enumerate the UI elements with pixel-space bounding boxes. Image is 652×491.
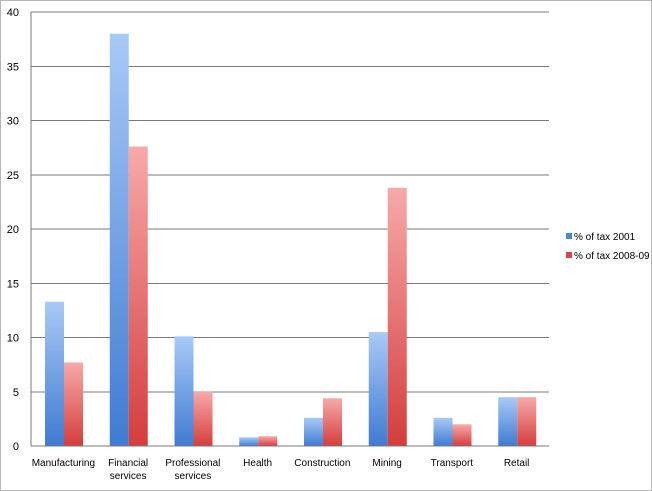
x-tick-label: Retail (504, 458, 530, 469)
bar-2008-09 (387, 187, 407, 446)
legend-label: % of tax 2001 (574, 232, 636, 243)
bar-2008-09 (323, 398, 342, 446)
bar-2001 (174, 336, 194, 446)
y-tick-label: 20 (7, 224, 19, 236)
y-tick-label: 15 (7, 278, 19, 290)
bar-2001 (368, 332, 388, 446)
bar-2001 (498, 397, 518, 446)
bar-2001 (239, 437, 259, 446)
bar-2008-09 (258, 436, 278, 446)
bars (45, 33, 537, 447)
x-tick-label: Manufacturing (32, 458, 95, 469)
x-tick-label: Construction (294, 458, 350, 469)
y-tick-label: 5 (13, 387, 19, 399)
x-tick-label: services (110, 471, 147, 482)
bar-2001 (109, 33, 129, 446)
x-tick-label: Financial (108, 458, 148, 469)
legend: % of tax 2001 % of tax 2008-09 (566, 232, 650, 262)
y-tick-label: 0 (13, 441, 19, 453)
x-tick-label: services (175, 471, 212, 482)
y-tick-label: 10 (7, 333, 19, 345)
bar-2008-09 (517, 397, 537, 446)
x-tick-label: Transport (431, 458, 474, 469)
legend-swatch (566, 252, 572, 258)
x-tick-label: Professional (165, 458, 220, 469)
legend-swatch (566, 233, 572, 239)
x-tick-label: Health (243, 458, 272, 469)
bar-2008-09 (64, 362, 83, 446)
bar-2001 (304, 417, 323, 446)
y-tick-label: 35 (7, 61, 19, 73)
gridlines (31, 11, 549, 447)
bar-2008-09 (128, 146, 148, 447)
bar-2008-09 (193, 391, 213, 446)
y-tick-label: 40 (7, 7, 19, 19)
x-tick-label: Mining (372, 458, 401, 469)
axes: 0 5 10 15 20 25 30 35 40 Manufacturing Financial se… (7, 7, 549, 482)
y-tick-label: 25 (7, 170, 19, 182)
bar-2008-09 (452, 424, 472, 446)
bar-2001 (45, 301, 64, 446)
y-tick-label: 30 (7, 116, 19, 128)
legend-label: % of tax 2008-09 (574, 251, 650, 262)
bar-2001 (433, 417, 453, 446)
